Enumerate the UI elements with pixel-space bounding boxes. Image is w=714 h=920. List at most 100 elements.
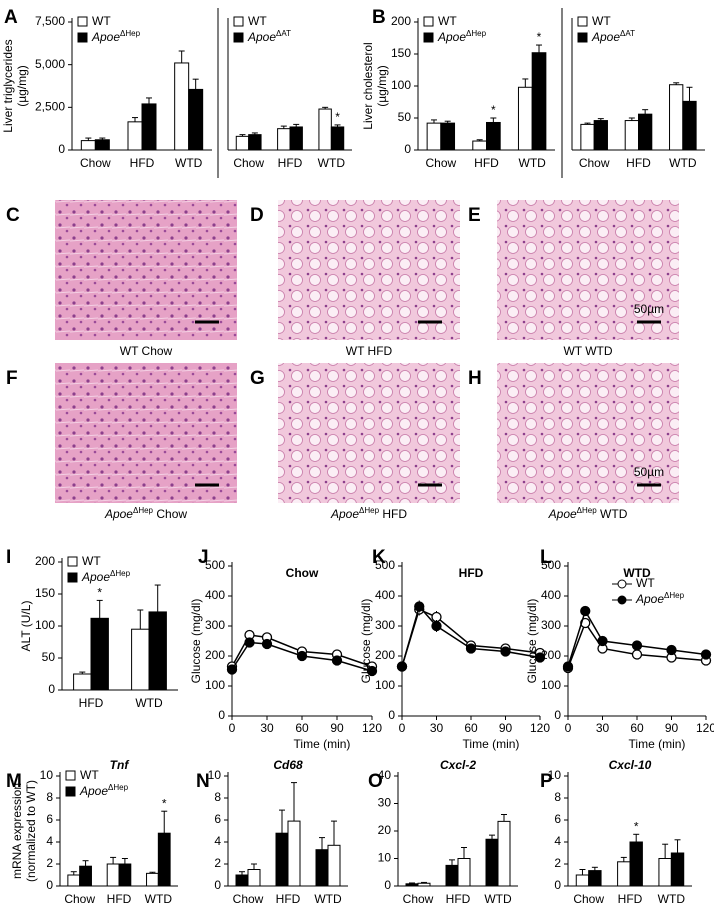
legend-marker — [617, 579, 627, 589]
x-tick-label: Chow — [64, 892, 95, 906]
y-axis-label: Liver cholesterol — [361, 42, 375, 129]
x-tick-label: 0 — [399, 721, 406, 735]
point — [465, 643, 477, 654]
x-tick-label: Chow — [80, 156, 111, 170]
image-caption: ApoeΔHep WTD — [548, 506, 628, 521]
bar — [141, 103, 157, 151]
x-tick-label: WTD — [175, 156, 203, 170]
y-axis-label: mRNA expression — [10, 783, 24, 879]
y-tick-label: 10 — [40, 768, 54, 782]
bar — [148, 611, 167, 691]
y-tick-label: 4 — [554, 834, 561, 848]
image-caption: WT Chow — [120, 344, 173, 358]
bar — [90, 617, 109, 691]
x-tick-label: Chow — [403, 892, 434, 906]
x-tick-label: HFD — [278, 156, 303, 170]
y-tick-label: 6 — [554, 812, 561, 826]
y-tick-label: 8 — [46, 790, 53, 804]
y-tick-label: 2 — [554, 856, 561, 870]
x-tick-label: 90 — [330, 721, 344, 735]
y-tick-label: 50 — [42, 650, 56, 664]
legend-swatch — [423, 16, 434, 27]
y-axis-label: Liver triglycerides — [1, 39, 15, 132]
legend-swatch — [577, 32, 588, 43]
legend-swatch — [77, 32, 88, 43]
panel-letter: H — [468, 368, 482, 389]
x-tick-label: 120 — [530, 721, 550, 735]
point — [500, 646, 511, 657]
panel-letter: P — [540, 771, 553, 792]
legend-swatch — [65, 770, 76, 781]
bar — [118, 863, 132, 887]
x-tick-label: WTD — [318, 156, 346, 170]
point — [261, 638, 273, 650]
bar — [127, 121, 143, 151]
x-tick-label: HFD — [276, 892, 301, 906]
x-tick-label: WTD — [314, 892, 342, 906]
histology-image — [497, 200, 679, 340]
x-tick-label: 30 — [596, 721, 610, 735]
bar — [131, 628, 150, 691]
bar — [629, 841, 643, 887]
bar — [624, 120, 640, 151]
point — [562, 661, 574, 672]
y-tick-label: 7,500 — [35, 14, 65, 28]
panel-letter: E — [468, 205, 481, 226]
significance-mark: * — [162, 796, 167, 810]
bar — [682, 100, 697, 151]
panel-letter: F — [6, 368, 18, 389]
bar — [472, 140, 487, 151]
legend-label: ApoeΔHep — [81, 569, 131, 584]
panel-letter: J — [198, 547, 209, 568]
x-tick-label: 0 — [229, 721, 236, 735]
image-caption: ApoeΔHep HFD — [330, 506, 407, 521]
y-tick-label: 6 — [214, 812, 221, 826]
x-tick-label: WTD — [519, 156, 547, 170]
x-tick-label: HFD — [446, 892, 471, 906]
panel-letter: L — [540, 547, 552, 568]
chart-title: Tnf — [110, 758, 130, 772]
scale-label: 50µm — [634, 302, 664, 316]
bar — [497, 820, 511, 887]
histology-image — [278, 363, 460, 503]
bar — [315, 849, 329, 887]
legend-label: ApoeΔHep — [437, 29, 487, 44]
point — [331, 655, 343, 666]
y-tick-label: 200 — [541, 648, 561, 662]
legend-label: WT — [92, 14, 111, 28]
point — [414, 601, 425, 612]
point — [666, 644, 677, 656]
y-tick-label: 0 — [388, 708, 395, 722]
x-tick-label: HFD — [618, 892, 643, 906]
panel-letter: M — [6, 771, 22, 792]
image-caption: WT HFD — [346, 344, 393, 358]
legend-label: WT — [636, 576, 655, 590]
bar — [188, 88, 204, 151]
point — [631, 649, 643, 660]
x-tick-label: HFD — [79, 696, 104, 710]
bar — [275, 832, 289, 887]
histology-image — [278, 200, 460, 340]
significance-mark: * — [537, 30, 542, 44]
bar — [248, 134, 262, 151]
y-tick-label: 10 — [208, 768, 222, 782]
bar — [445, 864, 459, 887]
y-tick-label: 100 — [541, 678, 561, 692]
legend-label: ApoeΔAT — [247, 29, 291, 44]
y-axis-label: Glucose (mg/dl) — [359, 599, 373, 684]
point — [226, 664, 238, 675]
y-tick-label: 200 — [375, 648, 395, 662]
bar — [417, 882, 431, 887]
y-tick-label: 4 — [214, 834, 221, 848]
legend-label: WT — [80, 768, 99, 782]
legend-label: WT — [248, 14, 267, 28]
significance-mark: * — [97, 586, 102, 600]
y-tick-label: 0 — [214, 878, 221, 892]
point — [396, 661, 408, 672]
chart-title: Cd68 — [273, 758, 303, 772]
y-tick-label: 200 — [205, 648, 225, 662]
x-tick-label: Chow — [233, 892, 264, 906]
bar — [106, 863, 120, 887]
bar — [517, 86, 533, 151]
